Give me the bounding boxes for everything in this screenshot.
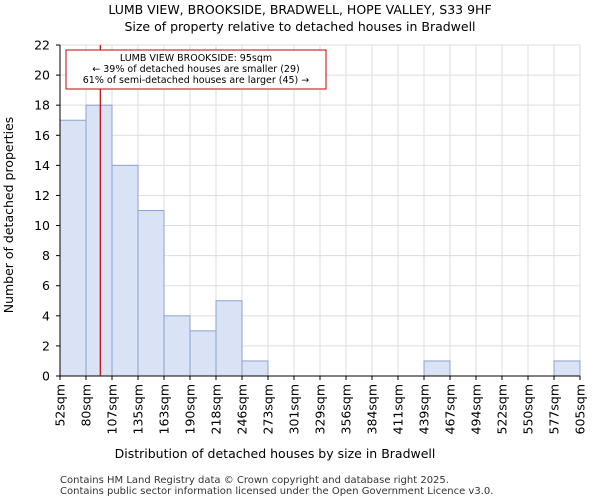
bars	[59, 104, 581, 377]
annotation-box: LUMB VIEW BROOKSIDE: 95sqm ← 39% of deta…	[65, 49, 327, 90]
x-tick-label: 577sqm	[547, 384, 562, 434]
x-tick-label: 356sqm	[339, 384, 354, 434]
y-tick-label: 10	[34, 218, 50, 233]
y-axis-label: Number of detached properties	[1, 117, 16, 314]
footer-line-2: Contains public sector information licen…	[60, 486, 493, 497]
y-tick-label: 16	[34, 128, 50, 143]
x-tick-label: 384sqm	[365, 384, 380, 434]
x-axis-label: Distribution of detached houses by size …	[115, 446, 436, 461]
x-tick-label: 163sqm	[157, 384, 172, 434]
x-tick-label: 135sqm	[131, 384, 146, 434]
x-tick-label: 439sqm	[417, 384, 432, 434]
annotation-border	[65, 49, 327, 90]
annotation-line-3: 61% of semi-detached houses are larger (…	[83, 75, 310, 86]
x-tick-label: 273sqm	[261, 384, 276, 434]
x-tick-label: 246sqm	[235, 384, 250, 434]
x-tick-label: 52sqm	[53, 384, 68, 427]
y-tick-label: 2	[42, 338, 50, 353]
bar-439sqm	[423, 360, 451, 377]
x-tick-label: 411sqm	[391, 384, 406, 434]
bar-246sqm	[241, 360, 269, 377]
chart-subtitle: Size of property relative to detached ho…	[124, 19, 475, 34]
x-tick-label: 522sqm	[495, 384, 510, 434]
x-tick-label: 494sqm	[469, 384, 484, 434]
y-tick-label: 8	[42, 248, 50, 263]
y-tick-label: 0	[42, 369, 50, 384]
x-tick-label: 301sqm	[287, 384, 302, 434]
x-tick-label: 550sqm	[521, 384, 536, 434]
x-tick-label: 218sqm	[209, 384, 224, 434]
x-tick-label: 80sqm	[79, 384, 94, 427]
bar-577sqm	[553, 360, 581, 377]
bar-135sqm	[137, 210, 165, 377]
bar-80sqm	[85, 104, 113, 377]
footer-line-1: Contains HM Land Registry data © Crown c…	[60, 475, 449, 486]
y-tick-label: 12	[34, 188, 50, 203]
y-ticks: 0 2 4 6 8 10 12 14 16 18 20 22	[34, 38, 60, 384]
x-tick-label: 107sqm	[105, 384, 120, 434]
annotation-line-1: LUMB VIEW BROOKSIDE: 95sqm	[120, 53, 272, 64]
x-tick-label: 329sqm	[313, 384, 328, 434]
y-tick-label: 14	[34, 158, 50, 173]
bar-218sqm	[215, 300, 243, 377]
y-tick-label: 4	[42, 308, 50, 323]
bar-52sqm	[59, 119, 87, 377]
y-tick-label: 22	[34, 38, 50, 53]
bar-163sqm	[163, 315, 191, 377]
annotation-line-2: ← 39% of detached houses are smaller (29…	[92, 64, 299, 75]
y-tick-label: 18	[34, 98, 50, 113]
x-tick-label: 605sqm	[573, 384, 588, 434]
y-tick-label: 6	[42, 278, 50, 293]
bar-107sqm	[111, 164, 139, 377]
x-ticks: 52sqm 80sqm 107sqm 135sqm 163sqm 190sqm 218sqm…	[53, 376, 588, 434]
x-tick-label: 190sqm	[183, 384, 198, 434]
y-tick-label: 20	[34, 68, 50, 83]
chart-title: LUMB VIEW, BROOKSIDE, BRADWELL, HOPE VAL…	[108, 2, 491, 17]
bar-190sqm	[189, 330, 217, 377]
x-tick-label: 467sqm	[443, 384, 458, 434]
